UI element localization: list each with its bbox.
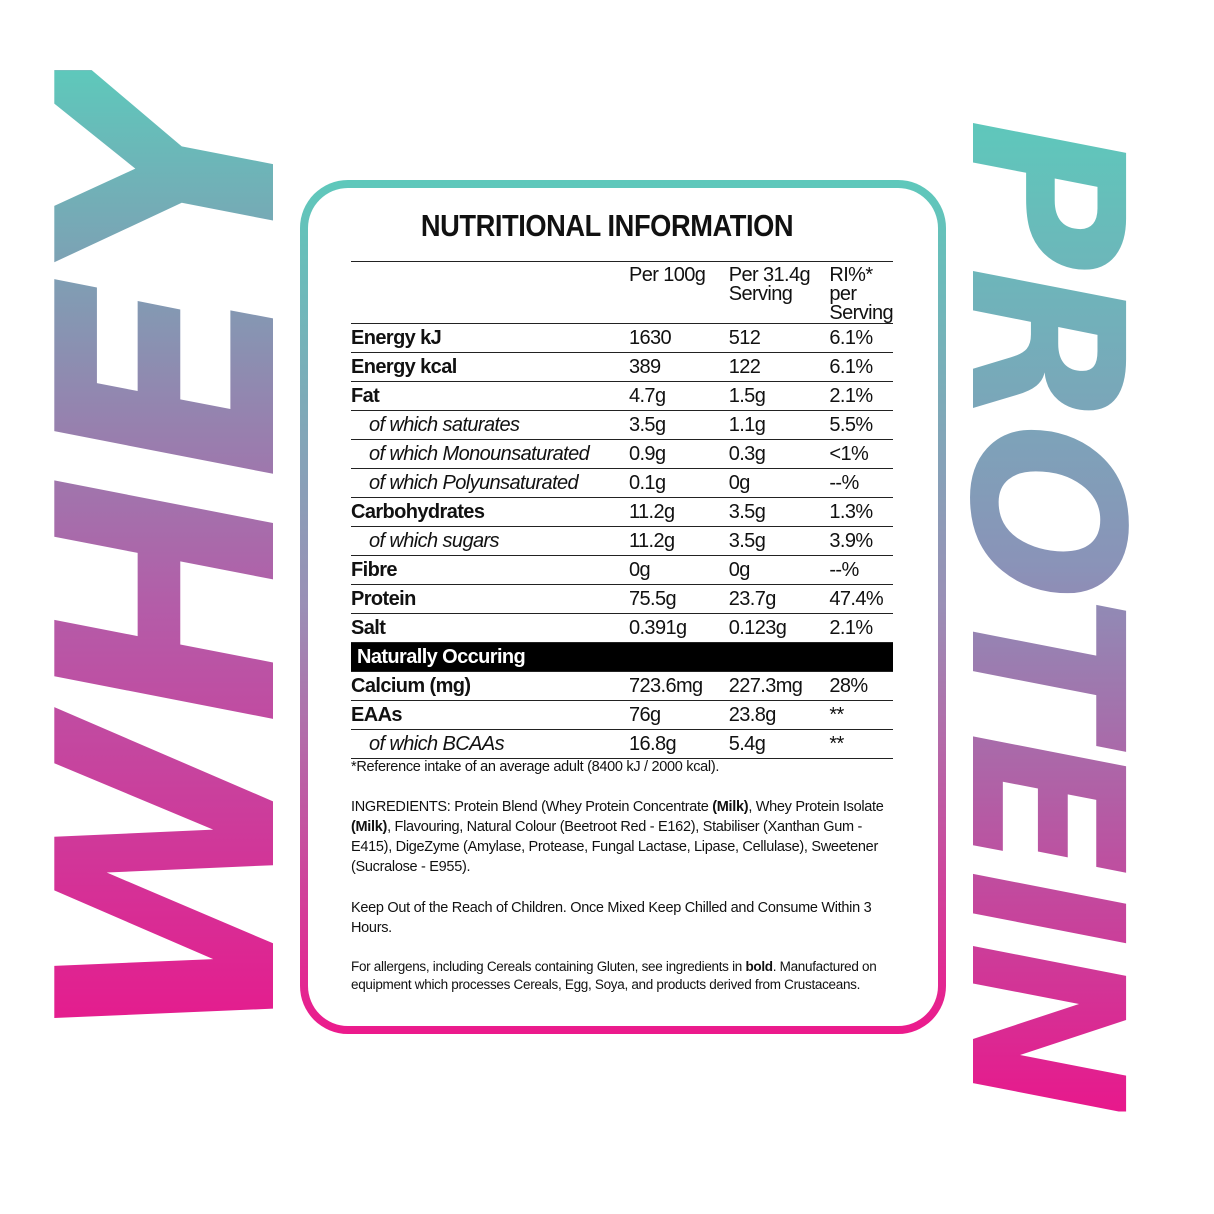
allergen-text: . Manufactured on equipment which proces… [351, 959, 877, 992]
table-row: of which Monounsaturated 0.9g 0.3g <1% [351, 439, 893, 469]
ingredients-text: , Whey Protein Isolate [748, 799, 884, 815]
row-label: Energy kcal [351, 352, 629, 382]
section-header: Naturally Occuring [351, 642, 893, 672]
section-label: Naturally Occuring [351, 642, 893, 672]
row-label: Calcium (mg) [351, 671, 629, 701]
row-label: Fibre [351, 555, 629, 585]
table-row: of which Polyunsaturated 0.1g 0g --% [351, 468, 893, 498]
row-label: of which BCAAs [351, 729, 629, 759]
table-row: Energy kcal 389 122 6.1% [351, 352, 893, 382]
table-row: Energy kJ 1630 512 6.1% [351, 323, 893, 353]
value-ri: 2.1% [829, 381, 893, 411]
warning: Keep Out of the Reach of Children. Once … [351, 900, 872, 936]
value-per-serving: 3.5g [728, 497, 830, 527]
value-per-serving: 0.3g [728, 439, 830, 469]
allergen-info: For allergens, including Cereals contain… [351, 958, 896, 994]
value-per-serving: 1.5g [728, 381, 830, 411]
page-title: NUTRITIONAL INFORMATION [420, 208, 794, 243]
value-per-serving: 0g [728, 555, 830, 585]
value-ri: ** [829, 700, 893, 730]
col-header-per-100g: Per 100g [628, 261, 729, 324]
value-ri: --% [829, 468, 893, 498]
value-ri: 1.3% [829, 497, 893, 527]
value-per-serving: 0.123g [728, 613, 830, 643]
table-row: of which sugars 11.2g 3.5g 3.9% [351, 526, 893, 556]
allergen-bold: bold [745, 959, 773, 974]
table-row: of which BCAAs 16.8g 5.4g ** [351, 729, 893, 759]
value-ri: 47.4% [829, 584, 893, 614]
value-ri: <1% [829, 439, 893, 469]
row-label: of which Polyunsaturated [351, 468, 629, 498]
value-per-100g: 4.7g [628, 381, 729, 411]
value-per-serving: 1.1g [728, 410, 830, 440]
table-row: Fat 4.7g 1.5g 2.1% [351, 381, 893, 411]
value-per-100g: 3.5g [628, 410, 729, 440]
allergen-milk: (Milk) [712, 799, 749, 815]
value-per-100g: 0.391g [628, 613, 729, 643]
value-per-100g: 0.1g [628, 468, 729, 498]
ingredients: INGREDIENTS: Protein Blend (Whey Protein… [351, 797, 896, 877]
row-label: Protein [351, 584, 629, 614]
value-per-100g: 16.8g [628, 729, 729, 759]
value-per-100g: 0g [628, 555, 729, 585]
value-ri: 5.5% [829, 410, 893, 440]
nutrition-table: Per 100g Per 31.4g Serving RI%* per Serv… [351, 261, 894, 759]
value-ri: 6.1% [829, 352, 893, 382]
footnote: *Reference intake of an average adult (8… [351, 759, 720, 775]
value-ri: 2.1% [829, 613, 893, 643]
allergen-milk: (Milk) [351, 819, 388, 835]
row-label: Carbohydrates [351, 497, 629, 527]
value-per-serving: 512 [728, 323, 830, 353]
value-per-serving: 5.4g [728, 729, 830, 759]
value-per-100g: 0.9g [628, 439, 729, 469]
row-label: Energy kJ [351, 323, 629, 353]
value-ri: ** [829, 729, 893, 759]
value-per-serving: 122 [728, 352, 830, 382]
value-ri: --% [829, 555, 893, 585]
protein-brush-text: PROTEIN [923, 118, 1168, 1112]
row-label: of which saturates [351, 410, 629, 440]
col-header-ri: RI%* per Serving [829, 261, 894, 324]
value-per-100g: 76g [628, 700, 729, 730]
allergen-text: For allergens, including Cereals contain… [351, 959, 746, 974]
table-header: Per 100g Per 31.4g Serving RI%* per Serv… [351, 261, 894, 324]
value-per-100g: 1630 [628, 323, 729, 353]
table-row: EAAs 76g 23.8g ** [351, 700, 893, 730]
value-per-serving: 227.3mg [728, 671, 830, 701]
table-row: of which saturates 3.5g 1.1g 5.5% [351, 410, 893, 440]
value-per-serving: 23.8g [728, 700, 830, 730]
value-per-serving: 23.7g [728, 584, 830, 614]
value-ri: 3.9% [829, 526, 893, 556]
table-row: Salt 0.391g 0.123g 2.1% [351, 613, 893, 643]
col-header-per-serving: Per 31.4g Serving [728, 261, 830, 324]
value-per-100g: 389 [628, 352, 729, 382]
ingredients-text: , Flavouring, Natural Colour (Beetroot R… [351, 819, 878, 875]
row-label: of which sugars [351, 526, 629, 556]
value-ri: 6.1% [829, 323, 893, 353]
row-label: of which Monounsaturated [351, 439, 629, 469]
value-per-100g: 723.6mg [628, 671, 729, 701]
ingredients-text: INGREDIENTS: Protein Blend (Whey Protein… [351, 799, 713, 815]
table-row: Calcium (mg) 723.6mg 227.3mg 28% [351, 671, 893, 701]
row-label: EAAs [351, 700, 629, 730]
value-per-100g: 11.2g [628, 526, 729, 556]
col-header-label [351, 261, 629, 324]
table-row: Carbohydrates 11.2g 3.5g 1.3% [351, 497, 893, 527]
table-row: Fibre 0g 0g --% [351, 555, 893, 585]
value-per-100g: 11.2g [628, 497, 729, 527]
row-label: Salt [351, 613, 629, 643]
value-ri: 28% [829, 671, 893, 701]
value-per-100g: 75.5g [628, 584, 729, 614]
table-row: Protein 75.5g 23.7g 47.4% [351, 584, 893, 614]
value-per-serving: 0g [728, 468, 830, 498]
row-label: Fat [351, 381, 629, 411]
value-per-serving: 3.5g [728, 526, 830, 556]
